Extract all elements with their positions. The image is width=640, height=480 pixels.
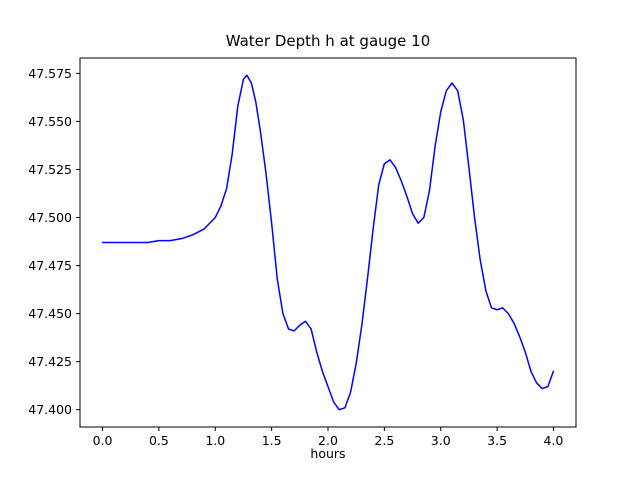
x-tick-label: 1.5 (262, 433, 282, 448)
water-depth-line (101, 74, 555, 411)
x-tick-label: 2.5 (374, 433, 394, 448)
data-series (101, 74, 555, 411)
y-tick-label: 47.575 (28, 66, 72, 81)
x-tick-label: 2.0 (318, 433, 338, 448)
x-tick-label: 3.0 (431, 433, 451, 448)
y-tick-label: 47.550 (28, 114, 72, 129)
y-tick-label: 47.525 (28, 162, 72, 177)
chart-title: Water Depth h at gauge 10 (226, 32, 431, 50)
y-tick-label: 47.475 (28, 258, 72, 273)
x-tick-label: 3.5 (487, 433, 507, 448)
x-tick-label: 0.0 (93, 433, 113, 448)
x-axis-label: hours (310, 446, 345, 461)
x-tick-label: 4.0 (544, 433, 564, 448)
y-tick-label: 47.400 (28, 402, 72, 417)
y-tick-label: 47.500 (28, 210, 72, 225)
x-tick-label: 1.0 (205, 433, 225, 448)
y-axis-ticks: 47.400 47.425 47.450 47.475 47.500 47.525 47.5… (28, 66, 80, 417)
y-tick-label: 47.425 (28, 354, 72, 369)
axes-frame (79, 57, 577, 428)
x-tick-label: 0.5 (149, 433, 169, 448)
x-axis-ticks: 0.0 0.5 1.0 1.5 2.0 2.5 3.0 3.5 4.0 (93, 427, 564, 448)
y-tick-label: 47.450 (28, 306, 72, 321)
